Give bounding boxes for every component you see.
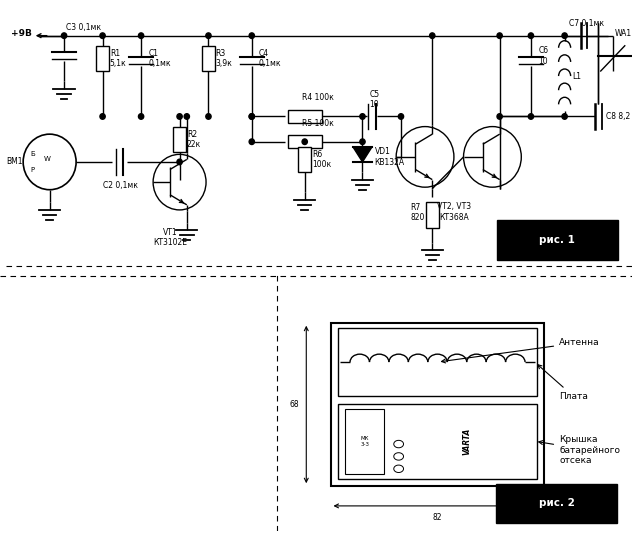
Text: R1
5,1к: R1 5,1к [110, 49, 126, 68]
Text: 82: 82 [433, 513, 442, 522]
Bar [338, 404, 537, 479]
Bar [425, 202, 439, 228]
Text: VARTA: VARTA [462, 428, 471, 455]
Text: Крышка
батарейного
отсека: Крышка батарейного отсека [538, 435, 620, 465]
Text: C8 8,2: C8 8,2 [605, 112, 629, 121]
Text: R6
100к: R6 100к [312, 150, 331, 169]
Text: VD1
КВ132А: VD1 КВ132А [375, 147, 404, 167]
Polygon shape [353, 147, 372, 162]
Text: 68: 68 [289, 400, 299, 409]
Circle shape [249, 114, 255, 119]
Circle shape [249, 139, 255, 145]
Text: Б: Б [30, 151, 35, 158]
Text: МК
3-3: МК 3-3 [360, 436, 369, 446]
Circle shape [177, 114, 182, 119]
Text: WA1: WA1 [615, 28, 632, 38]
Text: Плата: Плата [538, 364, 588, 401]
Text: R4 100к: R4 100к [302, 93, 334, 102]
Circle shape [430, 33, 435, 39]
Text: C4
0,1мк: C4 0,1мк [259, 49, 282, 68]
Circle shape [360, 114, 365, 119]
Circle shape [249, 33, 255, 39]
Text: BM1: BM1 [6, 158, 23, 167]
Bar [173, 126, 186, 152]
Text: C5
10: C5 10 [370, 90, 380, 109]
Text: L1: L1 [572, 72, 581, 80]
Circle shape [138, 33, 143, 39]
Text: VT1
КТ3102Е: VT1 КТ3102Е [153, 228, 187, 247]
Text: Антенна: Антенна [442, 338, 600, 363]
Text: R2
22к: R2 22к [187, 130, 201, 149]
Circle shape [528, 33, 533, 39]
Circle shape [100, 33, 105, 39]
Circle shape [206, 114, 211, 119]
Text: рис. 1: рис. 1 [540, 235, 575, 245]
Circle shape [562, 33, 568, 39]
Text: W: W [44, 157, 51, 162]
Circle shape [61, 33, 67, 39]
Circle shape [206, 33, 211, 39]
Text: Р: Р [31, 167, 35, 173]
Text: рис. 2: рис. 2 [538, 498, 574, 509]
Text: R3
3,9к: R3 3,9к [216, 49, 233, 68]
Bar [496, 483, 617, 523]
Circle shape [562, 114, 568, 119]
Text: C1
0,1мк: C1 0,1мк [149, 49, 171, 68]
Circle shape [497, 114, 502, 119]
Circle shape [497, 33, 502, 39]
Text: C2 0,1мк: C2 0,1мк [102, 181, 138, 190]
Bar [497, 220, 617, 260]
Circle shape [138, 114, 143, 119]
Bar [338, 328, 537, 396]
Circle shape [528, 114, 533, 119]
Circle shape [177, 159, 182, 165]
Text: R5 100к: R5 100к [302, 118, 334, 128]
Circle shape [360, 139, 365, 145]
Bar [202, 46, 216, 71]
Circle shape [184, 114, 190, 119]
Circle shape [398, 114, 404, 119]
Text: +9В: +9В [11, 28, 32, 38]
Text: R7
820: R7 820 [411, 203, 425, 222]
Bar [288, 110, 322, 123]
Bar [298, 147, 312, 172]
Bar [345, 409, 384, 474]
Text: С7 0,1мк: С7 0,1мк [569, 19, 605, 28]
Circle shape [302, 139, 307, 145]
Bar [288, 136, 322, 148]
Circle shape [100, 114, 105, 119]
Circle shape [249, 114, 255, 119]
Text: C6
10: C6 10 [538, 46, 549, 65]
Text: C3 0,1мк: C3 0,1мк [66, 23, 102, 32]
Text: VT2, VT3
КТ368А: VT2, VT3 КТ368А [437, 202, 471, 222]
Bar [331, 323, 545, 486]
Bar [96, 46, 109, 71]
